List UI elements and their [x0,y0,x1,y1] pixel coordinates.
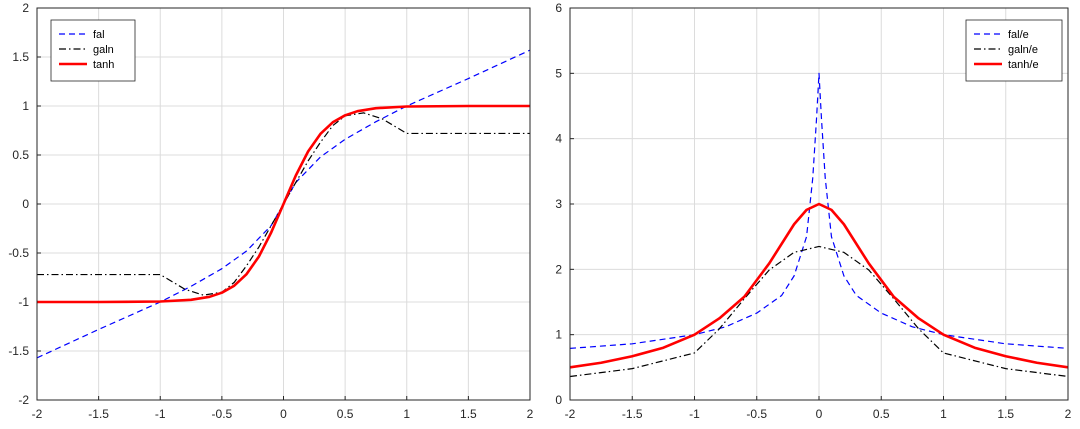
y-tick-label: -1.5 [8,344,29,358]
x-tick-label: -1.5 [88,407,109,421]
x-tick-label: 2 [527,407,534,421]
x-tick-label: -1 [155,407,166,421]
y-tick-label: 1.5 [12,50,29,64]
y-tick-label: 0 [22,197,29,211]
y-tick-label: 0 [555,393,562,407]
x-tick-label: 1 [403,407,410,421]
y-tick-label: 6 [555,1,562,15]
y-tick-label: -2 [18,393,29,407]
legend-box [50,19,136,82]
legend: fal galn tanh [50,19,136,82]
y-tick-label: -1 [18,295,29,309]
legend-label: tanh/e [1008,59,1039,71]
legend: fal/e galn/e tanh/e [965,19,1063,82]
y-tick-label: 4 [555,132,562,146]
axes-box [569,7,1069,401]
series-line-tanh-e [570,202,1068,369]
series-line-galn [37,112,530,296]
axes-box [36,7,531,401]
x-tick-label: 1 [940,407,947,421]
x-tick-label: 1.5 [460,407,477,421]
legend-label: tanh [93,59,114,71]
x-tick-label: -2 [565,407,576,421]
y-tick-label: 5 [555,66,562,80]
legend-label: galn/e [1008,44,1038,56]
x-tick-label: -1.5 [622,407,643,421]
x-tick-label: -1 [689,407,700,421]
legend-box [965,19,1063,82]
y-tick-label: 0.5 [12,148,29,162]
legend-label: galn [93,44,114,56]
x-tick-label: -0.5 [746,407,767,421]
chart-right: -2 -1.5 -1 -0.5 0 0.5 1 1.5 2 0 1 2 3 4 5 6 fal/e galn/e t… [555,1,1071,421]
y-tick-label: -0.5 [8,246,29,260]
x-tick-label: 0.5 [873,407,890,421]
x-tick-label: 0 [280,407,287,421]
x-tick-label: 2 [1065,407,1072,421]
series-line-fal-e [570,72,1068,349]
series-line-tanh [37,104,530,304]
x-tick-label: -0.5 [212,407,233,421]
series-line-galn-e [570,245,1068,378]
y-tick-label: 2 [22,1,29,15]
x-tick-label: 1.5 [997,407,1014,421]
y-tick-label: 3 [555,197,562,211]
x-tick-label: 0 [816,407,823,421]
x-tick-label: -2 [32,407,43,421]
legend-label: fal [93,29,105,41]
x-tick-label: 0.5 [337,407,354,421]
y-tick-label: 2 [555,262,562,276]
y-tick-label: 1 [555,328,562,342]
chart-left: -2 -1.5 -1 -0.5 0 0.5 1 1.5 2 -2 -1.5 -1 -0.5 0 0.5 1 1.… [8,1,533,421]
y-tick-label: 1 [22,99,29,113]
legend-label: fal/e [1008,29,1029,41]
